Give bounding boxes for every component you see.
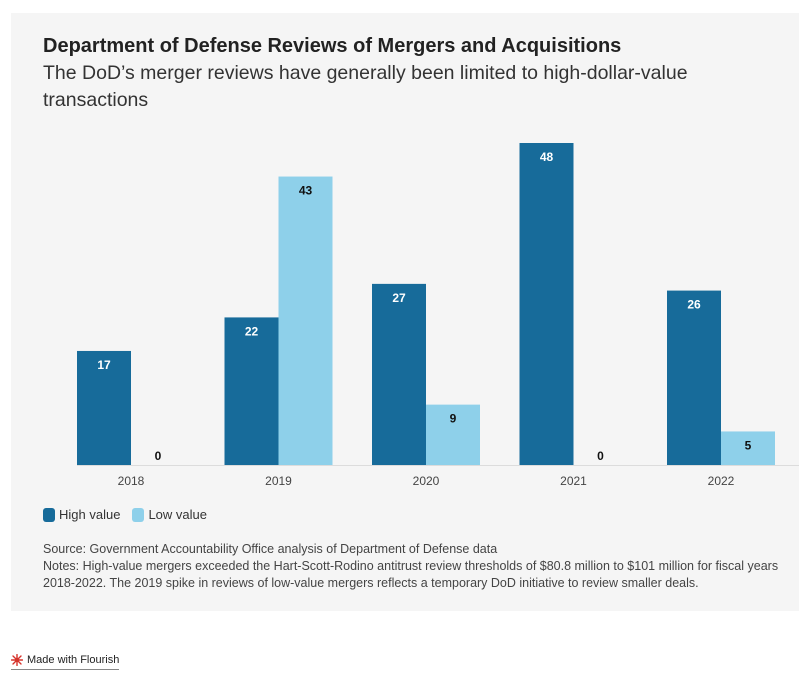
data-label-low-value-2021: 0 [597,449,604,463]
chart-footer: Source: Government Accountability Office… [43,541,783,592]
x-tick-label-2019: 2019 [265,474,292,488]
chart-card: Department of Defense Reviews of Mergers… [11,13,799,611]
made-with-flourish-link[interactable]: Made with Flourish [11,654,120,670]
x-tick-label-2018: 2018 [118,474,145,488]
chart-subtitle: The DoD’s merger reviews have generally … [43,62,688,111]
x-tick-label-2020: 2020 [413,474,440,488]
data-label-high-value-2018: 17 [97,358,111,372]
chart-title: Department of Defense Reviews of Mergers… [43,35,622,57]
flourish-label: Made with Flourish [27,654,120,666]
data-label-low-value-2019: 43 [299,184,313,198]
bar-chart: 17 0 2018 22 43 2019 27 9 2020 48 0 2021 26 5 2022 [77,143,799,488]
x-tick-label-2021: 2021 [560,474,587,488]
bar-high-value-2018 [77,350,131,465]
data-label-low-value-2018: 0 [155,449,162,463]
bar-low-value-2022 [721,431,775,465]
x-tick-label-2022: 2022 [708,474,735,488]
legend-item-low-value[interactable]: Low value [132,507,207,522]
legend: High value Low value [43,507,219,522]
data-label-high-value-2019: 22 [245,324,259,338]
bar-high-value-2022 [667,290,721,465]
bar-high-value-2020 [372,283,426,465]
source-note: Source: Government Accountability Office… [43,542,498,556]
legend-swatch-low-value [132,507,145,522]
bar-low-value-2019 [278,176,333,465]
data-label-high-value-2020: 27 [392,291,406,305]
data-label-high-value-2022: 26 [687,298,701,312]
legend-label-high-value: High value [59,507,121,522]
legend-item-high-value[interactable]: High value [43,507,120,522]
legend-label-low-value: Low value [148,507,207,522]
bar-high-value-2021 [519,143,574,465]
data-label-high-value-2021: 48 [540,150,554,164]
flourish-logo-icon [11,654,23,666]
data-label-low-value-2022: 5 [745,438,752,452]
bar-low-value-2020 [426,404,480,465]
data-label-low-value-2020: 9 [450,412,457,426]
bar-high-value-2019 [224,317,279,465]
legend-swatch-high-value [43,507,55,522]
notes: Notes: High-value mergers exceeded the H… [43,559,779,590]
